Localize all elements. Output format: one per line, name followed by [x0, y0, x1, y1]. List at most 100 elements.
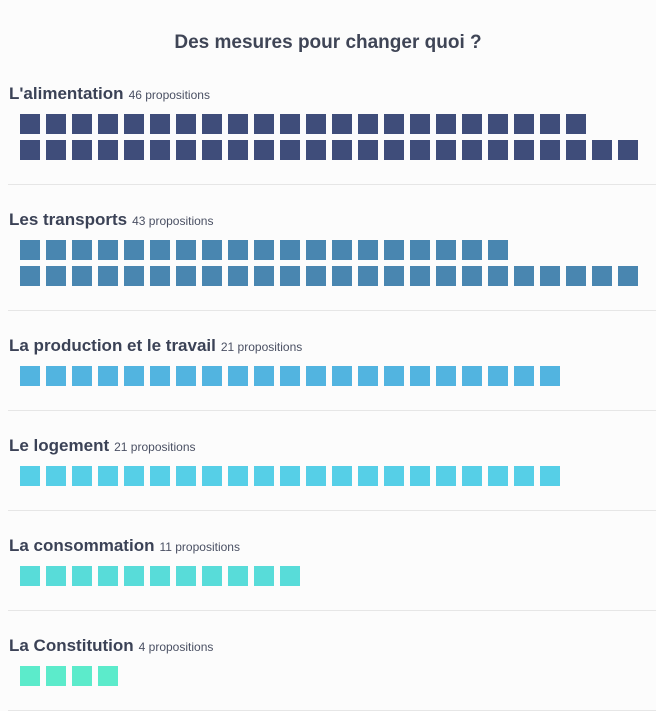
waffle-square [124, 140, 144, 160]
waffle-square [98, 266, 118, 286]
waffle-square [228, 366, 248, 386]
waffle-square [46, 366, 66, 386]
waffle-square [228, 266, 248, 286]
waffle-square [98, 240, 118, 260]
waffle-square [46, 140, 66, 160]
waffle-square [280, 240, 300, 260]
waffle-square [488, 366, 508, 386]
waffle-square [254, 114, 274, 134]
category-count: 11 propositions [159, 540, 240, 554]
waffle-square [488, 240, 508, 260]
waffle-square [436, 114, 456, 134]
waffle-square [306, 266, 326, 286]
waffle-square [358, 140, 378, 160]
waffle-square [462, 366, 482, 386]
waffle-square [46, 566, 66, 586]
waffle-square [98, 566, 118, 586]
waffle-square [436, 266, 456, 286]
waffle-square [72, 366, 92, 386]
waffle-square [306, 240, 326, 260]
waffle-square [150, 266, 170, 286]
chart-title: Des mesures pour changer quoi ? [174, 32, 482, 53]
waffle-square [280, 466, 300, 486]
category-label: La Constitution [9, 636, 134, 655]
waffle-square [20, 240, 40, 260]
waffle-square [176, 140, 196, 160]
waffle-square [462, 140, 482, 160]
waffle-square [124, 566, 144, 586]
waffle-square [280, 366, 300, 386]
waffle-square [150, 366, 170, 386]
waffle-square [592, 140, 612, 160]
waffle-square [384, 140, 404, 160]
waffle-square [384, 266, 404, 286]
waffle-square [540, 466, 560, 486]
waffle-square [150, 140, 170, 160]
waffle-square [254, 266, 274, 286]
category-label: La production et le travail [9, 336, 216, 355]
waffle-square [176, 366, 196, 386]
waffle-square [46, 240, 66, 260]
waffle-square [202, 266, 222, 286]
waffle-square [540, 266, 560, 286]
waffle-square [436, 466, 456, 486]
waffle-square [384, 240, 404, 260]
waffle-square [202, 240, 222, 260]
waffle-square [124, 366, 144, 386]
waffle-square [514, 266, 534, 286]
waffle-square [72, 114, 92, 134]
waffle-square [280, 114, 300, 134]
waffle-square [176, 240, 196, 260]
waffle-square [280, 140, 300, 160]
category-label: L'alimentation [9, 84, 124, 103]
waffle-square [306, 466, 326, 486]
waffle-square [410, 366, 430, 386]
waffle-square [124, 266, 144, 286]
waffle-square [202, 140, 222, 160]
waffle-square [254, 140, 274, 160]
waffle-square [202, 566, 222, 586]
group-divider [8, 184, 656, 185]
waffle-square [124, 466, 144, 486]
waffle-square [228, 566, 248, 586]
category-label: Le logement [9, 436, 110, 455]
waffle-square [46, 266, 66, 286]
waffle-square [202, 366, 222, 386]
waffle-square [150, 114, 170, 134]
waffle-square [124, 114, 144, 134]
waffle-square [254, 240, 274, 260]
waffle-square [332, 114, 352, 134]
group-divider [8, 410, 656, 411]
waffle-square [358, 366, 378, 386]
waffle-square [332, 366, 352, 386]
waffle-square [228, 140, 248, 160]
category-header: Le logement 21 propositions [9, 436, 196, 456]
waffle-square [98, 666, 118, 686]
waffle-square [436, 240, 456, 260]
waffle-square [150, 566, 170, 586]
waffle-square [176, 466, 196, 486]
waffle-square [540, 140, 560, 160]
waffle-square [514, 140, 534, 160]
waffle-square [358, 114, 378, 134]
waffle-square [540, 366, 560, 386]
waffle-square [176, 566, 196, 586]
waffle-chart: L'alimentation 46 propositions Les transpo… [8, 84, 656, 711]
group-divider [8, 610, 656, 611]
waffle-square [20, 366, 40, 386]
waffle-square [592, 266, 612, 286]
waffle-square [462, 466, 482, 486]
waffle-square [280, 266, 300, 286]
group-divider [8, 310, 656, 311]
waffle-square [410, 114, 430, 134]
waffle-square [514, 366, 534, 386]
waffle-square [514, 114, 534, 134]
category-header: La Constitution 4 propositions [9, 636, 213, 656]
waffle-square [436, 140, 456, 160]
waffle-square [488, 140, 508, 160]
waffle-square [254, 566, 274, 586]
waffle-square [410, 266, 430, 286]
category-label: Les transports [9, 210, 128, 229]
waffle-square [566, 114, 586, 134]
waffle-square [228, 466, 248, 486]
